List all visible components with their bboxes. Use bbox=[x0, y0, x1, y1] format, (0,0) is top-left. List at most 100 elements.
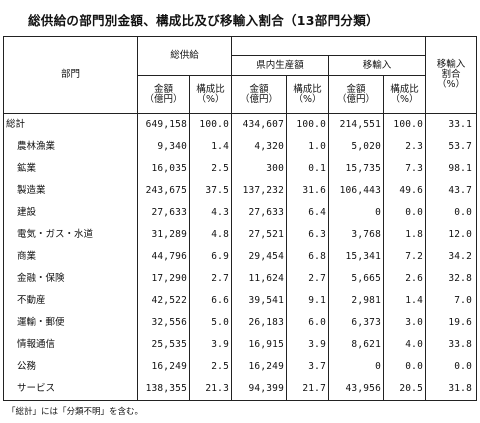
domestic-amount: 137,232 bbox=[231, 180, 288, 202]
import-ratio: 7.0 bbox=[425, 290, 478, 312]
supply-share: 2.5 bbox=[188, 158, 233, 180]
supply-share: 4.3 bbox=[188, 202, 233, 224]
import-ratio: 33.1 bbox=[425, 113, 478, 136]
import-share: 0.0 bbox=[383, 356, 427, 378]
domestic-share: 0.1 bbox=[286, 158, 330, 180]
supply-share: 6.9 bbox=[188, 246, 233, 268]
table-row: 運輸・郵便 32,556 5.0 26,183 6.0 6,373 3.0 19… bbox=[3, 312, 478, 334]
import-amount: 15,735 bbox=[328, 158, 385, 180]
domestic-share: 6.3 bbox=[286, 224, 330, 246]
import-share: 7.3 bbox=[383, 158, 427, 180]
import-share: 1.8 bbox=[383, 224, 427, 246]
table-row: 製造業 243,675 37.5 137,232 31.6 106,443 49… bbox=[3, 180, 478, 202]
import-share: 2.6 bbox=[383, 268, 427, 290]
row-label: 不動産 bbox=[3, 290, 138, 312]
supply-amount: 31,289 bbox=[137, 224, 190, 246]
row-label: 総計 bbox=[3, 113, 138, 136]
import-amount: 5,665 bbox=[328, 268, 385, 290]
row-label: 情報通信 bbox=[3, 334, 138, 356]
table-row: 電気・ガス・水道 31,289 4.8 27,521 6.3 3,768 1.8… bbox=[3, 224, 478, 246]
import-share: 3.0 bbox=[383, 312, 427, 334]
import-share: 2.3 bbox=[383, 136, 427, 158]
domestic-amount: 26,183 bbox=[231, 312, 288, 334]
supply-amount: 27,633 bbox=[137, 202, 190, 224]
domestic-share: 3.9 bbox=[286, 334, 330, 356]
header-import-amount: 金額 （億円） bbox=[328, 75, 385, 114]
row-label: 運輸・郵便 bbox=[3, 312, 138, 334]
supply-share: 6.6 bbox=[188, 290, 233, 312]
table-row: 鉱業 16,035 2.5 300 0.1 15,735 7.3 98.1 bbox=[3, 158, 478, 180]
row-label: サービス bbox=[3, 378, 138, 401]
import-ratio: 33.8 bbox=[425, 334, 478, 356]
supply-amount: 42,522 bbox=[137, 290, 190, 312]
table-row: 農林漁業 9,340 1.4 4,320 1.0 5,020 2.3 53.7 bbox=[3, 136, 478, 158]
supply-share: 37.5 bbox=[188, 180, 233, 202]
table-row: 公務 16,249 2.5 16,249 3.7 0 0.0 0.0 bbox=[3, 356, 478, 378]
import-share: 100.0 bbox=[383, 113, 427, 136]
header-domestic-share: 構成比 （%） bbox=[286, 75, 330, 114]
table-row: 商業 44,796 6.9 29,454 6.8 15,341 7.2 34.2 bbox=[3, 246, 478, 268]
import-share: 4.0 bbox=[383, 334, 427, 356]
row-label: 商業 bbox=[3, 246, 138, 268]
header-imports: 移輸入 bbox=[328, 55, 427, 76]
table-row: 建設 27,633 4.3 27,633 6.4 0 0.0 0.0 bbox=[3, 202, 478, 224]
supply-share: 21.3 bbox=[188, 378, 233, 401]
import-ratio: 12.0 bbox=[425, 224, 478, 246]
table-row: 情報通信 25,535 3.9 16,915 3.9 8,621 4.0 33.… bbox=[3, 334, 478, 356]
import-amount: 43,956 bbox=[328, 378, 385, 401]
table-row: サービス 138,355 21.3 94,399 21.7 43,956 20.… bbox=[3, 378, 478, 401]
import-share: 0.0 bbox=[383, 202, 427, 224]
import-share: 7.2 bbox=[383, 246, 427, 268]
import-share: 1.4 bbox=[383, 290, 427, 312]
row-label: 製造業 bbox=[3, 180, 138, 202]
import-ratio: 53.7 bbox=[425, 136, 478, 158]
domestic-share: 21.7 bbox=[286, 378, 330, 401]
import-ratio: 32.8 bbox=[425, 268, 478, 290]
domestic-amount: 434,607 bbox=[231, 113, 288, 136]
import-amount: 0 bbox=[328, 202, 385, 224]
table-row: 金融・保険 17,290 2.7 11,624 2.7 5,665 2.6 32… bbox=[3, 268, 478, 290]
supply-amount: 32,556 bbox=[137, 312, 190, 334]
header-supply-share: 構成比 （%） bbox=[188, 75, 233, 114]
domestic-share: 6.0 bbox=[286, 312, 330, 334]
domestic-amount: 29,454 bbox=[231, 246, 288, 268]
table-note: 「総計」には「分類不明」を含む。 bbox=[7, 407, 144, 417]
supply-share: 2.5 bbox=[188, 356, 233, 378]
table-row: 不動産 42,522 6.6 39,541 9.1 2,981 1.4 7.0 bbox=[3, 290, 478, 312]
row-label: 電気・ガス・水道 bbox=[3, 224, 138, 246]
row-label: 農林漁業 bbox=[3, 136, 138, 158]
domestic-share: 100.0 bbox=[286, 113, 330, 136]
import-amount: 15,341 bbox=[328, 246, 385, 268]
supply-amount: 25,535 bbox=[137, 334, 190, 356]
header-blank-span bbox=[231, 36, 427, 56]
domestic-amount: 16,249 bbox=[231, 356, 288, 378]
import-ratio: 43.7 bbox=[425, 180, 478, 202]
supply-share: 1.4 bbox=[188, 136, 233, 158]
import-ratio: 31.8 bbox=[425, 378, 478, 401]
supply-table: 部門 総供給 移輸入 割合 （%） 県内生産額 移輸入 金額 （億円） 構成比 （%… bbox=[3, 36, 478, 401]
import-amount: 106,443 bbox=[328, 180, 385, 202]
row-label: 公務 bbox=[3, 356, 138, 378]
import-amount: 3,768 bbox=[328, 224, 385, 246]
domestic-amount: 27,521 bbox=[231, 224, 288, 246]
row-label: 建設 bbox=[3, 202, 138, 224]
header-import-ratio: 移輸入 割合 （%） bbox=[425, 36, 478, 114]
domestic-share: 6.8 bbox=[286, 246, 330, 268]
row-label: 鉱業 bbox=[3, 158, 138, 180]
row-label: 金融・保険 bbox=[3, 268, 138, 290]
import-amount: 0 bbox=[328, 356, 385, 378]
supply-share: 2.7 bbox=[188, 268, 233, 290]
supply-share: 4.8 bbox=[188, 224, 233, 246]
import-amount: 6,373 bbox=[328, 312, 385, 334]
import-share: 49.6 bbox=[383, 180, 427, 202]
import-amount: 5,020 bbox=[328, 136, 385, 158]
domestic-amount: 94,399 bbox=[231, 378, 288, 401]
supply-amount: 9,340 bbox=[137, 136, 190, 158]
import-amount: 214,551 bbox=[328, 113, 385, 136]
supply-amount: 138,355 bbox=[137, 378, 190, 401]
import-ratio: 34.2 bbox=[425, 246, 478, 268]
domestic-amount: 300 bbox=[231, 158, 288, 180]
import-amount: 8,621 bbox=[328, 334, 385, 356]
header-import-share: 構成比 （%） bbox=[383, 75, 427, 114]
supply-share: 3.9 bbox=[188, 334, 233, 356]
